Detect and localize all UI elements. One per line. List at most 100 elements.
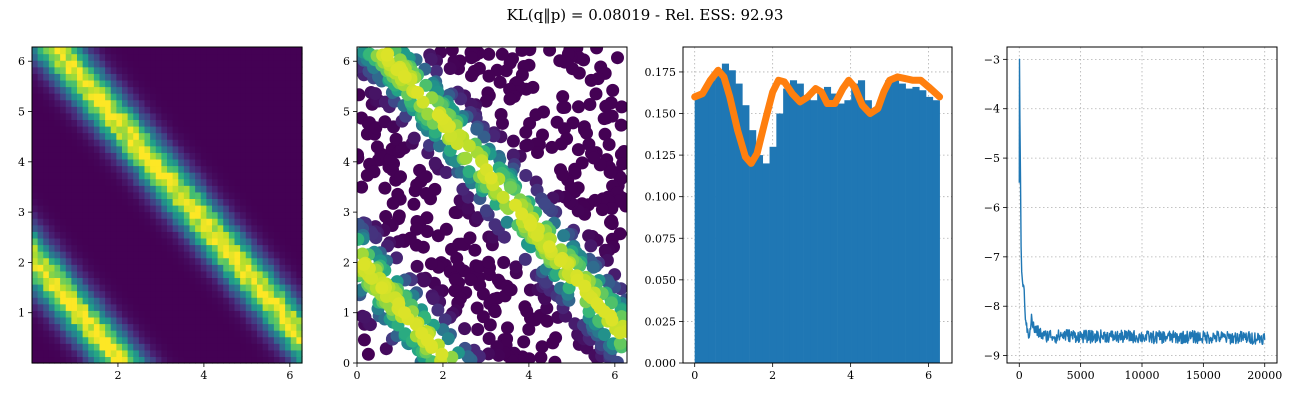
- heatmap-cell: [150, 270, 157, 279]
- heatmap-cell: [195, 231, 202, 239]
- heatmap-cell: [60, 119, 67, 127]
- heatmap-cell: [88, 356, 95, 364]
- heatmap-cell: [150, 284, 157, 292]
- heatmap-cell: [217, 47, 224, 55]
- sample-point: [589, 87, 603, 101]
- heatmap-cell: [167, 106, 174, 114]
- heatmap-cell: [155, 185, 162, 193]
- heatmap-cell: [172, 126, 179, 134]
- heatmap-cell: [88, 257, 95, 265]
- heatmap-cell: [200, 79, 207, 88]
- heatmap-cell: [127, 316, 134, 325]
- heatmap-cell: [251, 93, 258, 101]
- x-tick-label: 0: [1016, 369, 1023, 382]
- heatmap-cell: [183, 330, 191, 338]
- heatmap-cell: [105, 323, 112, 331]
- heatmap-cell: [77, 165, 84, 173]
- heatmap-cell: [93, 270, 101, 279]
- heatmap-cell: [234, 218, 241, 226]
- heatmap-cell: [212, 112, 219, 121]
- heatmap-cell: [234, 132, 241, 140]
- heatmap-cell: [172, 310, 179, 318]
- heatmap-cell: [54, 99, 61, 107]
- heatmap-cell: [82, 172, 89, 180]
- heatmap-cell: [268, 119, 275, 127]
- sample-point: [564, 181, 578, 195]
- heatmap-cell: [234, 47, 241, 55]
- heatmap-cell: [77, 119, 84, 127]
- heatmap-cell: [43, 152, 50, 160]
- heatmap-cell: [212, 86, 219, 94]
- heatmap-cell: [54, 198, 61, 206]
- heatmap-cell: [37, 126, 44, 134]
- heatmap-cell: [161, 99, 168, 107]
- heatmap-cell: [290, 343, 297, 351]
- heatmap-cell: [37, 158, 44, 167]
- x-tick-label: 10000: [1125, 369, 1160, 382]
- heatmap-cell: [60, 336, 67, 344]
- heatmap-cell: [279, 343, 286, 351]
- heatmap-cell: [240, 158, 247, 167]
- heatmap-cell: [245, 297, 252, 305]
- heatmap-cell: [150, 356, 157, 364]
- heatmap-cell: [48, 316, 56, 325]
- heatmap-cell: [93, 349, 101, 358]
- heatmap-cell: [110, 198, 117, 206]
- heatmap-cell: [195, 139, 202, 147]
- heatmap-cell: [223, 290, 230, 298]
- sample-point: [584, 73, 598, 87]
- heatmap-cell: [245, 343, 252, 351]
- heatmap-cell: [195, 336, 202, 344]
- heatmap-cell: [228, 303, 236, 311]
- heatmap-cell: [223, 336, 230, 344]
- sample-point: [582, 229, 596, 243]
- heatmap-cell: [257, 244, 264, 252]
- heatmap-cell: [122, 119, 129, 127]
- heatmap-cell: [77, 270, 84, 279]
- heatmap-cell: [99, 330, 106, 338]
- heatmap-cell: [257, 47, 264, 55]
- heatmap-cell: [54, 237, 61, 246]
- heatmap-cell: [77, 73, 84, 81]
- heatmap-cell: [285, 244, 292, 252]
- heatmap-cell: [172, 73, 179, 81]
- heatmap-cell: [138, 86, 146, 94]
- heatmap-cell: [77, 310, 84, 318]
- heatmap-cell: [65, 60, 72, 68]
- heatmap-cell: [228, 60, 236, 68]
- sample-point: [580, 126, 593, 140]
- heatmap-cell: [178, 60, 185, 68]
- heatmap-cell: [144, 349, 151, 358]
- heatmap-cell: [105, 139, 112, 147]
- heatmap-cell: [133, 330, 140, 338]
- heatmap-cell: [240, 93, 247, 101]
- heatmap-cell: [122, 165, 129, 173]
- heatmap-cell: [88, 158, 95, 167]
- heatmap-cell: [285, 79, 292, 88]
- heatmap-cell: [217, 323, 224, 331]
- heatmap-cell: [296, 270, 303, 279]
- y-tick-label: −4: [984, 103, 1000, 116]
- heatmap-cell: [195, 237, 202, 246]
- heatmap-cell: [178, 218, 185, 226]
- heatmap-cell: [43, 251, 50, 259]
- heatmap-cell: [212, 66, 219, 74]
- heatmap-cell: [88, 231, 95, 239]
- heatmap-cell: [296, 99, 303, 107]
- heatmap-cell: [268, 112, 275, 121]
- heatmap-cell: [93, 237, 101, 246]
- heatmap-cell: [82, 165, 89, 173]
- heatmap-cell: [54, 356, 61, 364]
- heatmap-cell: [54, 60, 61, 68]
- heatmap-cell: [223, 284, 230, 292]
- heatmap-cell: [212, 165, 219, 173]
- heatmap-cell: [155, 165, 162, 173]
- heatmap-cell: [183, 165, 191, 173]
- heatmap-cell: [296, 231, 303, 239]
- heatmap-cell: [150, 277, 157, 285]
- histogram-bar: [817, 91, 825, 363]
- heatmap-cell: [195, 112, 202, 121]
- heatmap-cell: [99, 218, 106, 226]
- heatmap-cell: [189, 73, 196, 81]
- histogram-bar: [776, 113, 784, 363]
